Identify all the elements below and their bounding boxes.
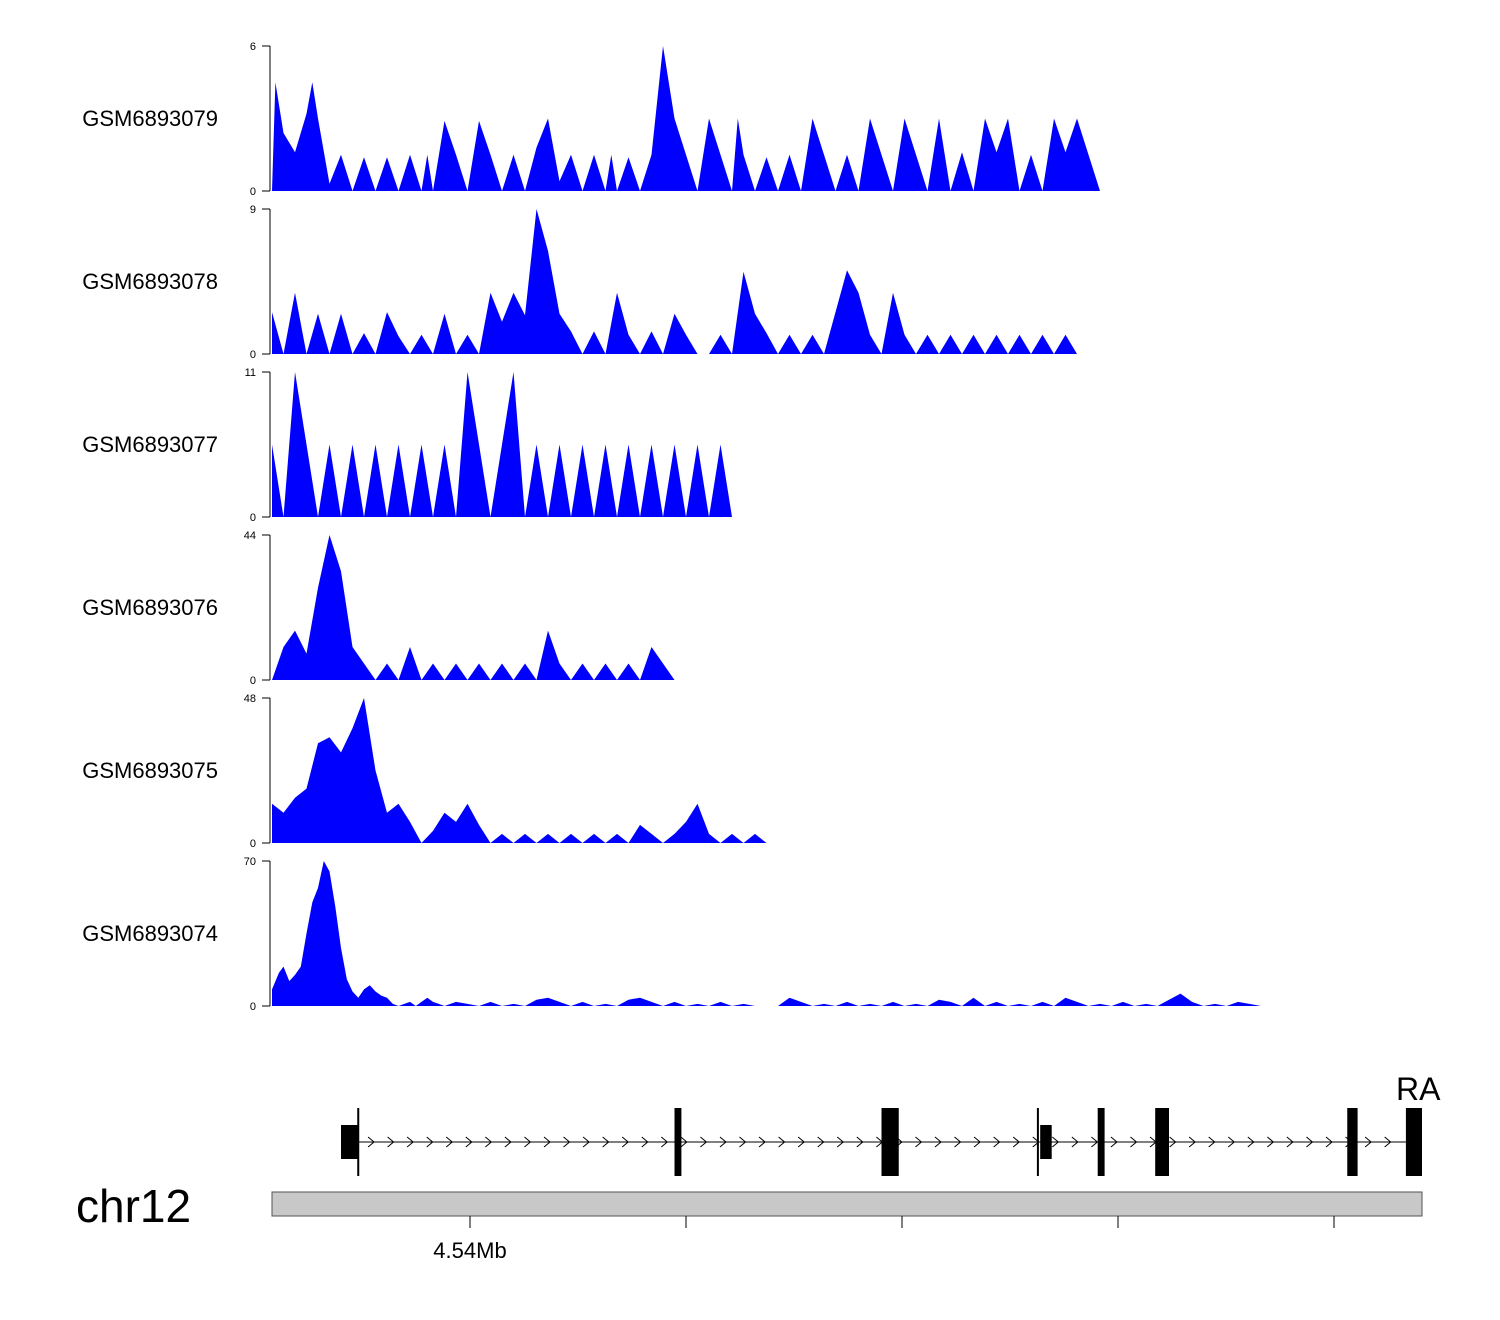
strand-arrow [524, 1136, 532, 1148]
strand-arrow [934, 1136, 942, 1148]
exon [1155, 1108, 1169, 1176]
strand-arrow [1325, 1136, 1333, 1148]
y-max-tick-label: 9 [250, 204, 256, 216]
coverage-track: GSM6893075 48 0 [82, 693, 1422, 850]
strand-arrow [836, 1136, 845, 1148]
strand-arrow [1051, 1136, 1060, 1148]
strand-arrow [465, 1136, 473, 1148]
chromosome-axis: chr12 4.54Mb [76, 1180, 1423, 1263]
coverage-track: GSM6893079 6 0 [82, 41, 1422, 198]
exon [881, 1108, 899, 1176]
chromosome-label: chr12 [76, 1180, 191, 1232]
strand-arrow [1306, 1136, 1314, 1148]
exon [674, 1108, 682, 1176]
y-min-tick-label: 0 [250, 512, 256, 524]
coverage-area [272, 209, 1422, 354]
strand-arrow [778, 1136, 786, 1148]
y-min-tick-label: 0 [250, 349, 256, 361]
coverage-area [272, 535, 1422, 680]
strand-arrow [1091, 1136, 1099, 1148]
exon [1405, 1108, 1422, 1176]
strand-arrow [485, 1136, 493, 1148]
strand-arrow [1110, 1136, 1118, 1148]
strand-arrow [797, 1136, 805, 1148]
strand-arrow [954, 1136, 962, 1148]
strand-arrow [1130, 1136, 1138, 1148]
strand-arrow [641, 1136, 649, 1148]
coverage-area [272, 698, 1422, 843]
coverage-track: GSM6893076 44 0 [82, 530, 1422, 687]
strand-arrow [1364, 1136, 1372, 1148]
strand-arrow [602, 1136, 610, 1148]
strand-arrow [758, 1136, 766, 1148]
y-min-tick-label: 0 [250, 838, 256, 850]
strand-arrow [543, 1136, 551, 1148]
strand-arrow [993, 1136, 1001, 1148]
y-min-tick-label: 0 [250, 186, 256, 198]
exon [341, 1125, 359, 1159]
track-label: GSM6893078 [82, 269, 218, 294]
coverage-tracks: GSM689307960GSM689307890GSM6893077110GSM… [82, 41, 1422, 1013]
strand-arrow [367, 1136, 375, 1148]
strand-arrow [1012, 1136, 1020, 1148]
coverage-track: GSM6893078 9 0 [82, 204, 1422, 361]
strand-arrow [660, 1136, 669, 1148]
track-label: GSM6893075 [82, 758, 218, 783]
coverage-track: GSM6893077 11 0 [82, 367, 1422, 524]
y-max-tick-label: 44 [244, 530, 256, 542]
coverage-area [272, 861, 1261, 1006]
strand-arrow [445, 1136, 454, 1148]
strand-arrow [700, 1136, 708, 1148]
strand-arrow [719, 1136, 727, 1148]
strand-arrow [582, 1136, 590, 1148]
axis-tick-label: 4.54Mb [433, 1238, 506, 1263]
gene-model-track: RA [341, 1071, 1441, 1176]
strand-arrow [387, 1136, 395, 1148]
strand-arrow [1247, 1136, 1255, 1148]
track-label: GSM6893077 [82, 432, 218, 457]
strand-arrow [680, 1136, 688, 1148]
strand-arrow [621, 1136, 629, 1148]
coverage-area [272, 46, 1422, 191]
ideogram-bar [271, 1191, 1423, 1217]
strand-arrow [1208, 1136, 1216, 1148]
coverage-area [272, 372, 1422, 517]
strand-arrow [1227, 1136, 1236, 1148]
y-max-tick-label: 6 [250, 41, 256, 53]
strand-arrow [1286, 1136, 1294, 1148]
strand-arrow [1267, 1136, 1275, 1148]
strand-arrow [817, 1136, 825, 1148]
y-max-tick-label: 48 [244, 693, 256, 705]
strand-arrow [406, 1136, 414, 1148]
exon [1040, 1125, 1052, 1159]
track-label: GSM6893074 [82, 921, 218, 946]
y-max-tick-label: 70 [244, 856, 256, 868]
strand-arrow [973, 1136, 981, 1148]
y-max-tick-label: 11 [245, 367, 256, 379]
strand-arrow [504, 1136, 512, 1148]
strand-arrow [563, 1136, 571, 1148]
strand-arrow [426, 1136, 434, 1148]
y-min-tick-label: 0 [250, 1001, 256, 1013]
strand-arrow [856, 1136, 864, 1148]
strand-arrow [1384, 1136, 1392, 1148]
track-label: GSM6893079 [82, 106, 218, 131]
y-min-tick-label: 0 [250, 675, 256, 687]
exon [1097, 1108, 1105, 1176]
track-label: GSM6893076 [82, 595, 218, 620]
strand-arrow [739, 1136, 747, 1148]
strand-arrow [915, 1136, 923, 1148]
coverage-track: GSM6893074 70 0 [82, 856, 1261, 1013]
strand-arrow [1169, 1136, 1177, 1148]
strand-arrow [1071, 1136, 1079, 1148]
gene-name-label: RA [1396, 1071, 1441, 1107]
exon [1347, 1108, 1358, 1176]
strand-arrow [1188, 1136, 1196, 1148]
